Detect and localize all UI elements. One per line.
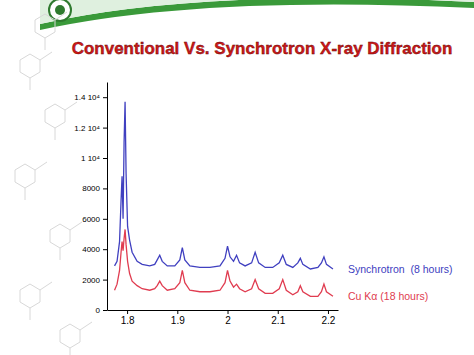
y-tick-mark (103, 158, 107, 159)
y-tick: 1.4 10⁴ (74, 93, 107, 102)
molecule (35, 12, 67, 50)
x-tick-label: 2.2 (322, 315, 336, 326)
x-tick-label: 1.8 (121, 315, 135, 326)
y-tick: 2000 (82, 276, 107, 285)
x-tick-mark (228, 310, 229, 314)
molecule (15, 162, 47, 200)
x-axis: 1.8 1.9 2 2.1 2.2 (108, 310, 339, 326)
y-axis: 0 2000 4000 6000 8000 1 10⁴ 1.2 10⁴ 1.4 10⁴ (74, 83, 107, 316)
x-tick-label: 2.1 (271, 315, 285, 326)
slide: Conventional Vs. Synchrotron X-ray Diffr… (0, 0, 474, 355)
y-tick-mark (103, 128, 107, 129)
x-tick: 2.1 (271, 310, 285, 326)
decoration (15, 0, 474, 355)
green-band (40, 0, 474, 30)
molecule-pattern (15, 12, 92, 355)
series-label: Cu Kα (18 hours) (348, 290, 428, 302)
title: Conventional Vs. Synchrotron X-ray Diffr… (72, 39, 453, 58)
y-tick: 1 10⁴ (81, 154, 107, 163)
y-tick-mark (103, 249, 107, 250)
y-tick: 6000 (82, 215, 107, 224)
y-tick-label: 2000 (82, 276, 100, 285)
y-tick-label: 4000 (82, 245, 100, 254)
y-tick-mark (103, 310, 107, 311)
series-line (115, 229, 333, 296)
x-axis-line (108, 310, 339, 311)
x-tick-label: 1.9 (171, 315, 185, 326)
y-axis-line (107, 83, 108, 311)
molecule (20, 52, 52, 90)
x-tick: 2.2 (322, 310, 336, 326)
x-tick-label: 2 (225, 315, 231, 326)
light-band (40, 0, 474, 24)
y-tick: 0 (96, 306, 107, 315)
x-tick: 1.9 (171, 310, 185, 326)
x-tick-mark (127, 310, 128, 314)
y-tick-label: 6000 (82, 215, 100, 224)
y-tick: 1.2 10⁴ (74, 124, 107, 133)
y-tick-label: 1 10⁴ (81, 154, 101, 163)
series-label: Synchrotron (8 hours) (348, 263, 452, 275)
x-tick-mark (177, 310, 178, 314)
y-tick: 8000 (82, 184, 107, 193)
x-tick: 1.8 (121, 310, 135, 326)
x-tick: 2 (225, 310, 231, 326)
y-tick-mark (103, 280, 107, 281)
y-tick-label: 1.4 10⁴ (74, 93, 100, 102)
plot-area (115, 102, 333, 297)
y-tick-label: 8000 (82, 184, 100, 193)
y-tick-label: 1.2 10⁴ (74, 124, 100, 133)
series-line (115, 102, 333, 269)
y-tick-mark (103, 188, 107, 189)
molecule (50, 222, 82, 260)
x-tick-mark (328, 310, 329, 314)
logo-center (55, 5, 65, 15)
x-tick-mark (278, 310, 279, 314)
y-tick-mark (103, 219, 107, 220)
y-tick: 4000 (82, 245, 107, 254)
molecule (45, 102, 77, 140)
y-tick-mark (103, 97, 107, 98)
molecule (60, 322, 92, 355)
molecule (20, 282, 52, 320)
y-tick-label: 0 (96, 306, 101, 315)
